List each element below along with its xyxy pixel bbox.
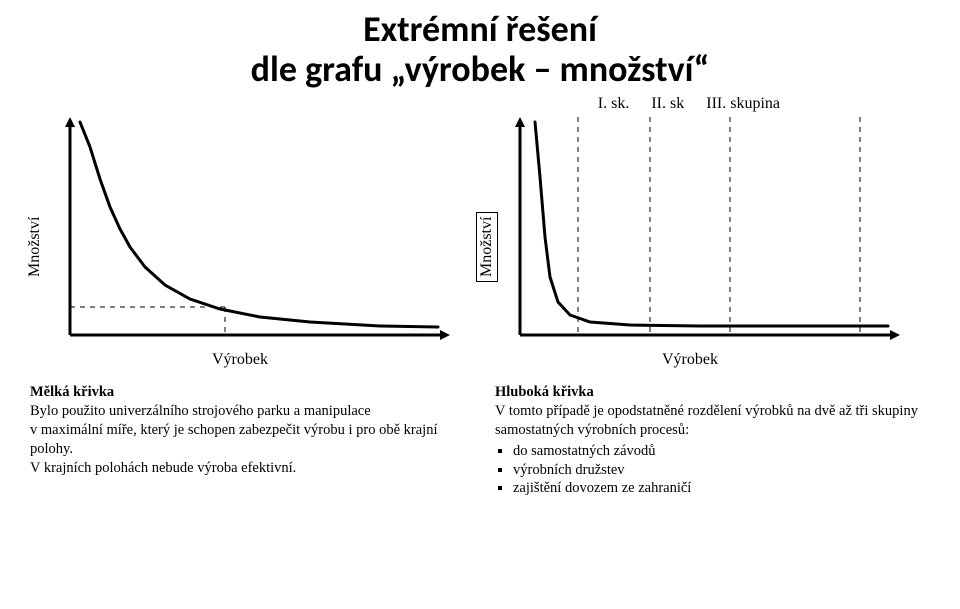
column-left: Mělká křivka Bylo použito univerzálního … — [30, 383, 465, 498]
column-left-line-3: V krajních polohách nebude výroba efekti… — [30, 460, 296, 476]
chart-left-xlabel: Výrobek — [30, 351, 450, 369]
group-label-1: I. sk. — [598, 95, 630, 113]
text-columns: Mělká křivka Bylo použito univerzálního … — [30, 383, 930, 498]
group-label-3: III. skupina — [706, 95, 780, 113]
title-line-1: Extrémní řešení — [30, 10, 930, 50]
chart-left-svg — [30, 117, 450, 347]
charts-row: Množství Výrobek Množství Výrobek — [30, 117, 930, 369]
column-right-bullets: do samostatných závodů výrobních družste… — [495, 442, 930, 499]
slide-title: Extrémní řešení dle grafu „výrobek – mno… — [30, 10, 930, 89]
chart-right-xlabel: Výrobek — [480, 351, 900, 369]
column-right-bullet-1: do samostatných závodů — [513, 442, 930, 461]
column-left-line-2: v maximální míře, který je schopen zabez… — [30, 422, 437, 457]
column-left-heading: Mělká křivka — [30, 384, 114, 400]
column-left-line-1: Bylo použito univerzálního strojového pa… — [30, 403, 371, 419]
column-right: Hluboká křivka V tomto případě je opodst… — [495, 383, 930, 498]
column-right-heading: Hluboká křivka — [495, 384, 594, 400]
chart-right: Množství Výrobek — [480, 117, 900, 369]
chart-left: Množství Výrobek — [30, 117, 450, 369]
group-label-2: II. sk — [651, 95, 684, 113]
chart-left-ylabel: Množství — [26, 217, 44, 277]
column-right-bullet-2: výrobních družstev — [513, 461, 930, 480]
group-labels-row: I. sk. II. sk III. skupina — [30, 95, 930, 113]
column-right-bullet-3: zajištění dovozem ze zahraničí — [513, 479, 930, 498]
chart-right-svg — [480, 117, 900, 347]
title-line-2: dle grafu „výrobek – množství“ — [30, 50, 930, 90]
column-right-intro: V tomto případě je opodstatněné rozdělen… — [495, 403, 918, 438]
chart-right-ylabel: Množství — [476, 212, 498, 282]
